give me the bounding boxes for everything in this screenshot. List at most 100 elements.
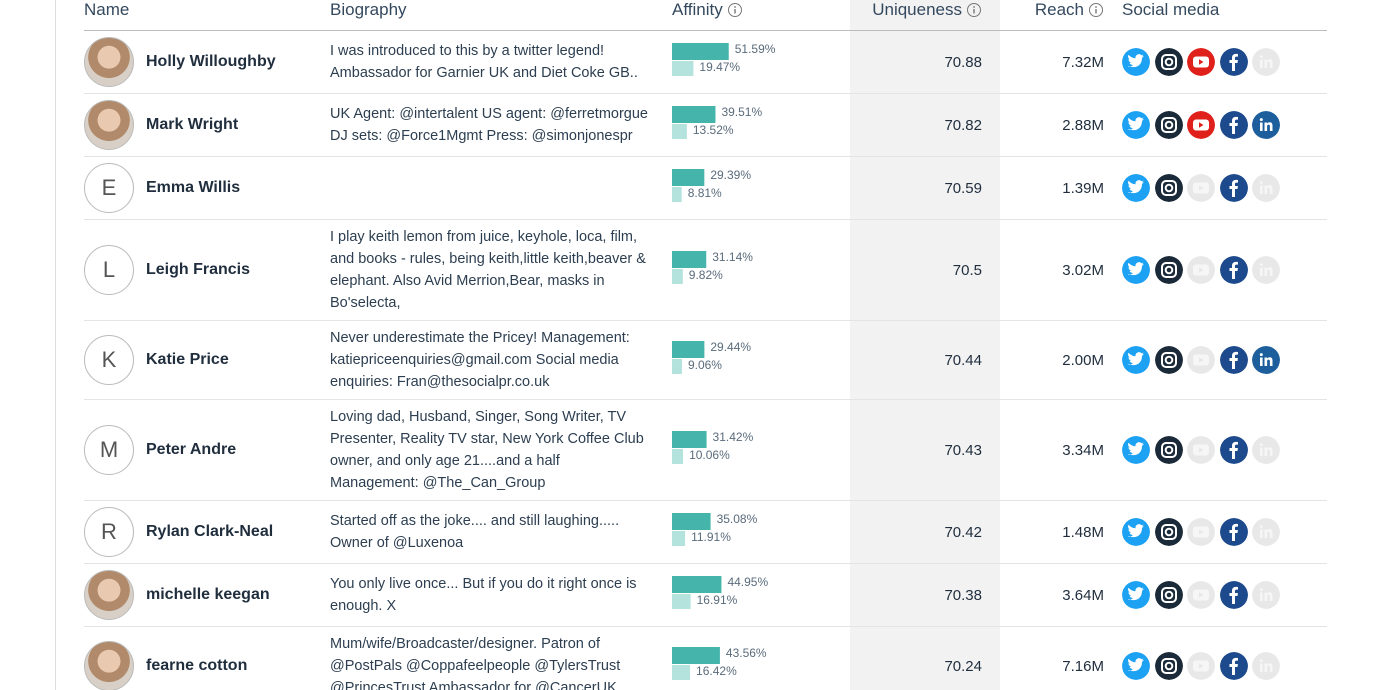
icon-glyph xyxy=(1260,357,1263,366)
linkedin-icon xyxy=(1252,652,1280,680)
reach-cell: 3.64M xyxy=(1000,587,1104,604)
name-cell: michelle keegan xyxy=(84,570,330,620)
social-cell xyxy=(1122,518,1280,546)
table-row[interactable]: L Leigh Francis I play keith lemon from ju… xyxy=(84,220,1327,321)
facebook-icon[interactable] xyxy=(1219,652,1248,680)
affinity-bar xyxy=(672,250,707,268)
icon-glyph xyxy=(1160,442,1177,458)
youtube-icon xyxy=(1187,436,1215,464)
affinity-label: 29.44% xyxy=(710,340,751,354)
uniqueness-value: 70.59 xyxy=(944,179,982,197)
twitter-icon[interactable] xyxy=(1122,256,1150,284)
facebook-icon[interactable] xyxy=(1219,436,1248,464)
facebook-icon[interactable] xyxy=(1219,581,1248,609)
facebook-icon[interactable] xyxy=(1219,518,1248,546)
header-cell[interactable]: Biography xyxy=(330,0,672,20)
facebook-icon[interactable] xyxy=(1219,174,1248,202)
affinity-label: 8.81% xyxy=(688,186,722,200)
table-row[interactable]: fearne cotton Mum/wife/Broadcaster/design… xyxy=(84,627,1327,690)
table-row[interactable]: M Peter Andre Loving dad, Husband, Singer,… xyxy=(84,400,1327,501)
youtube-icon[interactable] xyxy=(1187,48,1215,76)
bio-text: UK Agent: @intertalent US agent: @ferret… xyxy=(330,106,648,144)
instagram-icon[interactable] xyxy=(1154,174,1183,202)
affinity-label: 43.56% xyxy=(726,646,767,660)
twitter-icon[interactable] xyxy=(1122,581,1150,609)
name-cell: E Emma Willis xyxy=(84,163,330,213)
avatar-initial: M xyxy=(99,437,119,462)
youtube-icon[interactable] xyxy=(1187,111,1215,139)
instagram-icon[interactable] xyxy=(1154,346,1183,374)
name-cell: R Rylan Clark-Neal xyxy=(84,507,330,557)
avatar: K xyxy=(84,335,134,385)
table-row[interactable]: E Emma Willis 29.39% 8.81% 70.59 1.39M xyxy=(84,157,1327,220)
icon-bg xyxy=(1154,581,1183,609)
table-row[interactable]: Holly Willoughby I was introduced to this… xyxy=(84,31,1327,94)
instagram-icon[interactable] xyxy=(1154,256,1183,284)
table-row[interactable]: michelle keegan You only live once... But… xyxy=(84,564,1327,627)
twitter-icon[interactable] xyxy=(1122,111,1150,139)
person-name: Katie Price xyxy=(146,351,229,368)
affinity-bar xyxy=(672,168,705,186)
twitter-icon[interactable] xyxy=(1122,48,1150,76)
youtube-icon xyxy=(1187,346,1215,374)
header-label: Social media xyxy=(1122,0,1220,19)
uniqueness-cell: 70.42 xyxy=(850,524,1000,541)
reach-value: 3.02M xyxy=(1062,261,1104,279)
affinity-cell: 29.44% 9.06% xyxy=(672,339,850,382)
icon-glyph xyxy=(1199,447,1204,453)
icon-glyph xyxy=(1128,180,1144,194)
header-label: Reach xyxy=(1034,0,1084,19)
icon-glyph xyxy=(1259,263,1263,267)
header-cell[interactable]: Affinity xyxy=(672,0,850,20)
icon-glyph xyxy=(1160,658,1177,674)
twitter-icon[interactable] xyxy=(1122,346,1150,374)
linkedin-icon[interactable] xyxy=(1252,346,1280,374)
rail xyxy=(55,0,56,690)
instagram-icon[interactable] xyxy=(1154,581,1183,609)
icon-glyph xyxy=(1199,592,1204,598)
icon-glyph xyxy=(1259,353,1263,357)
twitter-icon[interactable] xyxy=(1122,436,1150,464)
affinity-bars: 39.51% 13.52% xyxy=(672,105,762,139)
uniqueness-cell: 70.5 xyxy=(850,262,1000,279)
bio-text: Loving dad, Husband, Singer, Song Writer… xyxy=(330,409,644,491)
facebook-icon[interactable] xyxy=(1219,346,1248,374)
instagram-icon[interactable] xyxy=(1154,436,1183,464)
twitter-icon[interactable] xyxy=(1122,652,1150,680)
instagram-icon[interactable] xyxy=(1154,111,1183,139)
twitter-icon[interactable] xyxy=(1122,518,1150,546)
icon-glyph xyxy=(1260,592,1263,601)
linkedin-icon[interactable] xyxy=(1252,111,1280,139)
table-row[interactable]: R Rylan Clark-Neal Started off as the joke… xyxy=(84,501,1327,564)
icon-glyph xyxy=(1229,586,1238,604)
affinity-label: 16.91% xyxy=(697,593,738,607)
affinity-bar xyxy=(672,530,686,546)
instagram-icon[interactable] xyxy=(1154,518,1183,546)
instagram-icon[interactable] xyxy=(1154,652,1183,680)
youtube-icon xyxy=(1187,581,1215,609)
info-icon[interactable] xyxy=(1088,2,1104,18)
affinity-bars: 29.39% 8.81% xyxy=(672,168,751,202)
facebook-icon[interactable] xyxy=(1219,48,1248,76)
affinity-bars: 31.42% 10.06% xyxy=(672,430,754,464)
icon-glyph xyxy=(1264,529,1273,538)
info-icon[interactable] xyxy=(966,2,982,18)
table-row[interactable]: Mark Wright UK Agent: @intertalent US age… xyxy=(84,94,1327,157)
icon-glyph xyxy=(1160,180,1177,196)
header-cell[interactable]: Name xyxy=(84,0,330,20)
bio-cell: Never underestimate the Pricey! Manageme… xyxy=(330,321,672,399)
info-icon[interactable] xyxy=(727,2,743,18)
twitter-icon[interactable] xyxy=(1122,174,1150,202)
icon-bg xyxy=(1154,436,1183,464)
facebook-icon[interactable] xyxy=(1219,256,1248,284)
bio-text: I play keith lemon from juice, keyhole, … xyxy=(330,229,646,311)
header-cell[interactable]: Reach xyxy=(1000,0,1104,20)
person-name: Rylan Clark-Neal xyxy=(146,523,274,540)
facebook-icon[interactable] xyxy=(1219,111,1248,139)
table-row[interactable]: K Katie Price Never underestimate the Pric… xyxy=(84,321,1327,400)
icon-glyph xyxy=(1199,122,1204,128)
header-cell[interactable]: Uniqueness xyxy=(850,0,1000,20)
affinity-label: 9.06% xyxy=(688,358,722,372)
uniqueness-value: 70.44 xyxy=(944,351,982,369)
instagram-icon[interactable] xyxy=(1154,48,1183,76)
